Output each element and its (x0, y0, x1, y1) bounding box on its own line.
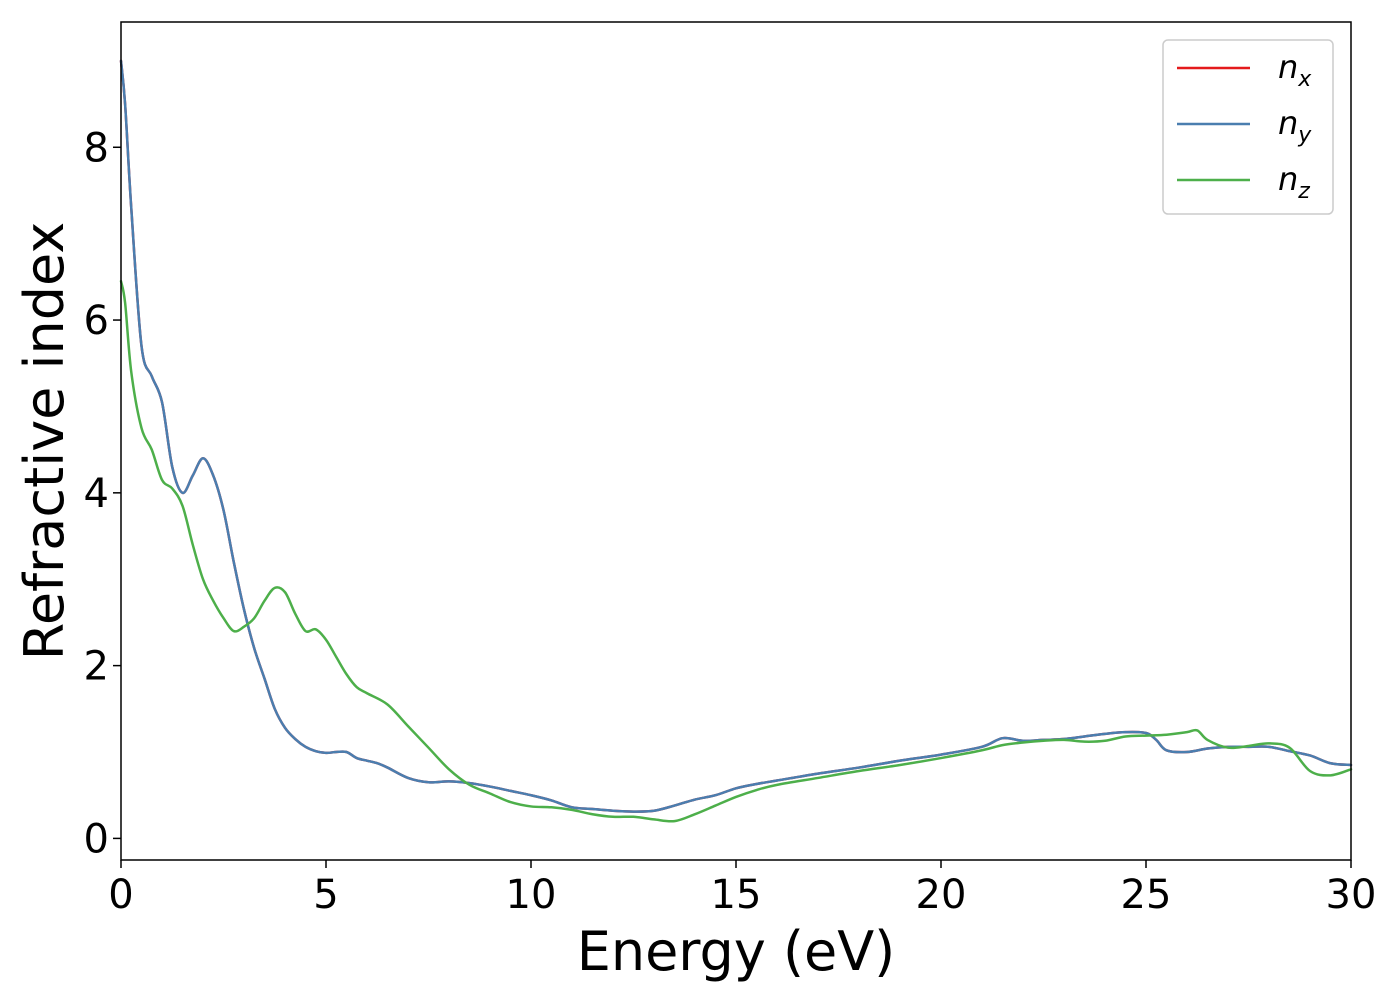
legend-label-subscript: z (1297, 179, 1310, 204)
x-axis-ticks: 0 5 10 15 20 25 30 (108, 860, 1376, 918)
series-line-z (119, 279, 1353, 823)
y-axis-title: Refractive index (13, 222, 76, 661)
y-tick-label: 4 (84, 471, 109, 517)
legend-label-subscript: x (1297, 67, 1312, 92)
legend-label-subscript: y (1297, 123, 1312, 148)
x-tick-label: 30 (1326, 872, 1377, 918)
x-tick-label: 15 (711, 872, 762, 918)
legend-label-x: nx (1278, 48, 1312, 92)
series-line-y (119, 59, 1353, 813)
legend-box (1162, 39, 1334, 215)
y-tick-label: 8 (84, 125, 109, 171)
x-axis-title: Energy (eV) (577, 920, 896, 983)
x-tick-label: 0 (108, 872, 133, 918)
series-layer (119, 59, 1353, 823)
x-tick-label: 20 (916, 872, 967, 918)
legend-label-y: ny (1278, 104, 1312, 148)
y-tick-label: 0 (84, 816, 109, 862)
x-tick-label: 25 (1121, 872, 1172, 918)
y-tick-label: 2 (84, 644, 109, 690)
x-tick-label: 10 (506, 872, 557, 918)
x-tick-label: 5 (313, 872, 338, 918)
y-tick-label: 6 (84, 298, 109, 344)
y-axis-ticks: 0 2 4 6 8 (84, 125, 121, 862)
